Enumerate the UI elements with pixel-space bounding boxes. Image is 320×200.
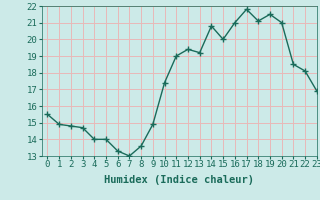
X-axis label: Humidex (Indice chaleur): Humidex (Indice chaleur) [104, 175, 254, 185]
